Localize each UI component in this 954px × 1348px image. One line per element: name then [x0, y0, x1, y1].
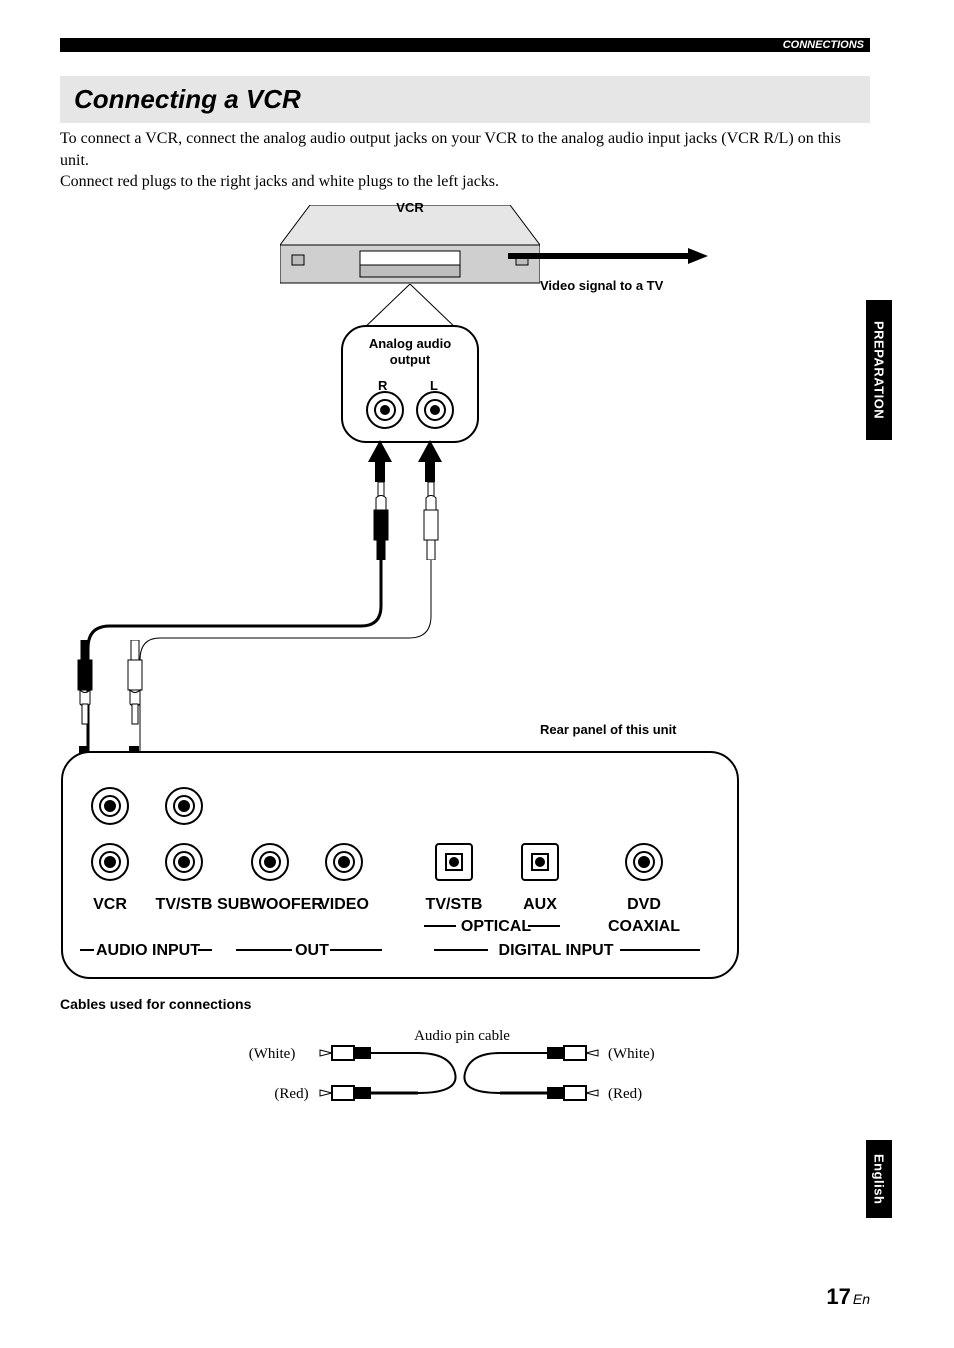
page-lang: En [853, 1291, 870, 1307]
jack-dvd: DVD [627, 896, 661, 914]
heading-box: Connecting a VCR [60, 76, 870, 123]
body-p1: To connect a VCR, connect the analog aud… [60, 130, 841, 169]
rca-plugs-top [368, 480, 458, 560]
page-number: 17En [826, 1284, 870, 1310]
cable-red-right: (Red) [608, 1086, 642, 1103]
rca-plugs-bottom [72, 640, 162, 750]
side-tab-preparation: PREPARATION [866, 300, 892, 440]
cable-illustration [300, 1040, 620, 1120]
cable-red-left2: (Red) [274, 1086, 308, 1103]
side-tab-english: English [866, 1140, 892, 1218]
jack-audio-input: AUDIO INPUT [96, 942, 200, 960]
jack-subwoofer: SUBWOOFER [217, 896, 323, 914]
jack-tvstb2: TV/STB [426, 896, 483, 914]
rear-panel-label: Rear panel of this unit [540, 722, 677, 737]
page-title: Connecting a VCR [74, 84, 856, 115]
page-num-value: 17 [826, 1284, 850, 1309]
arrow-to-tv [508, 246, 708, 266]
jack-out: OUT [295, 942, 329, 960]
video-signal-label: Video signal to a TV [540, 278, 663, 293]
body-text: To connect a VCR, connect the analog aud… [60, 128, 860, 193]
jack-digital-input: DIGITAL INPUT [499, 942, 614, 960]
jack-vcr: VCR [93, 896, 127, 914]
arrows-up [368, 440, 458, 482]
analog-audio-label-2: output [390, 352, 430, 367]
body-p2: Connect red plugs to the right jacks and… [60, 173, 499, 190]
cable-white-left2: (White) [249, 1046, 296, 1063]
vcr-label: VCR [396, 200, 423, 215]
jack-optical: OPTICAL [461, 918, 531, 936]
cable-white-right: (White) [608, 1046, 655, 1063]
r-label: R [378, 378, 387, 393]
cables-title: Cables used for connections [60, 996, 251, 1012]
vcr-device-illustration [280, 205, 540, 295]
jack-video: VIDEO [319, 896, 369, 914]
jack-tvstb1: TV/STB [156, 896, 213, 914]
jack-aux: AUX [523, 896, 557, 914]
l-label: L [430, 378, 438, 393]
jack-coaxial: COAXIAL [608, 918, 680, 936]
analog-audio-label-1: Analog audio [369, 336, 451, 351]
section-header: CONNECTIONS [60, 38, 870, 52]
